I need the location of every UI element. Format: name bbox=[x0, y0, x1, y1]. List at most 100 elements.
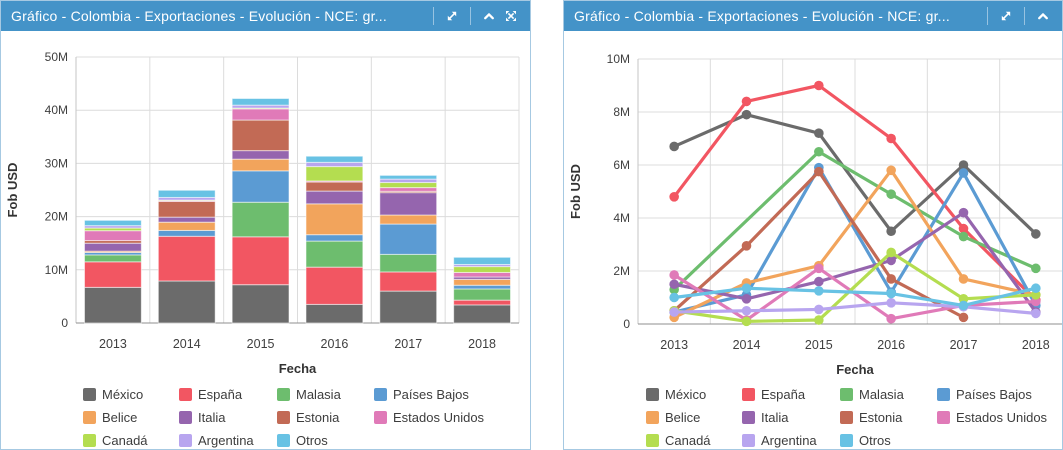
legend-item[interactable]: Estados Unidos bbox=[937, 410, 1062, 425]
legend-item[interactable]: Italia bbox=[179, 410, 277, 425]
legend-swatch bbox=[840, 388, 853, 401]
legend-swatch bbox=[277, 388, 290, 401]
svg-text:Fob USD: Fob USD bbox=[568, 164, 583, 219]
legend-item[interactable]: España bbox=[742, 387, 840, 402]
legend-swatch bbox=[277, 411, 290, 424]
legend-item[interactable]: Otros bbox=[277, 433, 374, 448]
svg-text:4M: 4M bbox=[613, 211, 630, 225]
chart-legend: México España Malasia Países Bajos Belice Ita… bbox=[1, 387, 530, 448]
bar-chart-panel: Gráfico - Colombia - Exportaciones - Evo… bbox=[0, 0, 531, 450]
legend-item[interactable]: Estonia bbox=[840, 410, 937, 425]
legend-label: Países Bajos bbox=[956, 387, 1032, 402]
svg-text:2016: 2016 bbox=[877, 338, 905, 352]
toolbar-separator bbox=[433, 7, 434, 25]
legend-label: Estonia bbox=[296, 410, 340, 425]
legend-label: Malasia bbox=[296, 387, 341, 402]
legend-label: Malasia bbox=[859, 387, 904, 402]
legend-item[interactable]: Argentina bbox=[742, 433, 840, 448]
legend-swatch bbox=[937, 388, 950, 401]
legend-label: Otros bbox=[859, 433, 891, 448]
legend-swatch bbox=[179, 388, 192, 401]
legend-label: Canadá bbox=[665, 433, 711, 448]
svg-text:2017: 2017 bbox=[394, 337, 422, 351]
panel-title: Gráfico - Colombia - Exportaciones - Evo… bbox=[11, 8, 387, 24]
legend-item[interactable]: Malasia bbox=[277, 387, 374, 402]
fullscreen-icon bbox=[506, 11, 516, 21]
legend-label: España bbox=[198, 387, 243, 402]
svg-text:Fecha: Fecha bbox=[836, 362, 874, 377]
expand-button[interactable] bbox=[997, 7, 1015, 25]
svg-text:6M: 6M bbox=[613, 158, 630, 172]
legend-item[interactable]: Canadá bbox=[646, 433, 742, 448]
legend-swatch bbox=[646, 434, 659, 447]
legend-label: Otros bbox=[296, 433, 328, 448]
svg-text:20M: 20M bbox=[45, 210, 68, 224]
legend-swatch bbox=[83, 388, 96, 401]
svg-text:2013: 2013 bbox=[660, 338, 688, 352]
svg-text:2018: 2018 bbox=[1022, 338, 1050, 352]
svg-text:Fob USD: Fob USD bbox=[5, 163, 20, 218]
toolbar-separator bbox=[470, 7, 471, 25]
toolbar-separator bbox=[1024, 7, 1025, 25]
legend-swatch bbox=[646, 411, 659, 424]
legend-item[interactable]: Italia bbox=[742, 410, 840, 425]
legend-swatch bbox=[742, 434, 755, 447]
svg-text:30M: 30M bbox=[45, 156, 68, 170]
legend-item[interactable]: Belice bbox=[646, 410, 742, 425]
legend-item[interactable]: México bbox=[83, 387, 179, 402]
legend-label: México bbox=[665, 387, 707, 402]
legend-label: Países Bajos bbox=[393, 387, 469, 402]
svg-text:2013: 2013 bbox=[99, 337, 127, 351]
legend-swatch bbox=[937, 411, 950, 424]
legend-item[interactable]: Países Bajos bbox=[374, 387, 530, 402]
line-chart-panel: Gráfico - Colombia - Exportaciones - Evo… bbox=[563, 0, 1063, 450]
legend-swatch bbox=[646, 388, 659, 401]
legend-label: Argentina bbox=[761, 433, 817, 448]
legend-swatch bbox=[277, 434, 290, 447]
collapse-button[interactable] bbox=[1034, 7, 1052, 25]
legend-item[interactable]: España bbox=[179, 387, 277, 402]
collapse-icon bbox=[1038, 13, 1048, 20]
legend-item[interactable]: Estados Unidos bbox=[374, 410, 530, 425]
legend-item[interactable]: Países Bajos bbox=[937, 387, 1062, 402]
toolbar-separator bbox=[987, 7, 988, 25]
panel-title: Gráfico - Colombia - Exportaciones - Evo… bbox=[574, 8, 950, 24]
legend-item[interactable]: Otros bbox=[840, 433, 937, 448]
svg-text:50M: 50M bbox=[45, 50, 68, 64]
svg-text:2M: 2M bbox=[613, 264, 630, 278]
fullscreen-button[interactable] bbox=[502, 7, 520, 25]
svg-text:Fecha: Fecha bbox=[279, 361, 317, 376]
legend-swatch bbox=[840, 411, 853, 424]
collapse-icon bbox=[484, 13, 494, 20]
legend-label: Estados Unidos bbox=[956, 410, 1048, 425]
legend-swatch bbox=[742, 411, 755, 424]
legend-label: Belice bbox=[102, 410, 138, 425]
svg-text:2016: 2016 bbox=[321, 337, 349, 351]
legend-label: Estonia bbox=[859, 410, 903, 425]
chart-legend: México España Malasia Países Bajos Belice Ita… bbox=[564, 387, 1062, 448]
legend-swatch bbox=[83, 411, 96, 424]
panel-header: Gráfico - Colombia - Exportaciones - Evo… bbox=[564, 1, 1062, 31]
svg-text:2017: 2017 bbox=[950, 338, 978, 352]
legend-label: Italia bbox=[198, 410, 226, 425]
expand-button[interactable] bbox=[443, 7, 461, 25]
legend-label: Estados Unidos bbox=[393, 410, 485, 425]
legend-item[interactable]: Belice bbox=[83, 410, 179, 425]
header-toolbar bbox=[426, 7, 530, 25]
svg-text:40M: 40M bbox=[45, 103, 68, 117]
collapse-button[interactable] bbox=[480, 7, 498, 25]
legend-label: Italia bbox=[761, 410, 789, 425]
legend-swatch bbox=[179, 411, 192, 424]
legend-label: Belice bbox=[665, 410, 701, 425]
expand-icon bbox=[447, 11, 457, 21]
legend-item[interactable]: Malasia bbox=[840, 387, 937, 402]
svg-text:0: 0 bbox=[61, 316, 68, 330]
svg-text:2014: 2014 bbox=[173, 337, 201, 351]
legend-item[interactable]: México bbox=[646, 387, 742, 402]
legend-item[interactable]: Canadá bbox=[83, 433, 179, 448]
legend-label: Canadá bbox=[102, 433, 148, 448]
legend-item[interactable]: Estonia bbox=[277, 410, 374, 425]
legend-label: México bbox=[102, 387, 144, 402]
legend-item[interactable]: Argentina bbox=[179, 433, 277, 448]
